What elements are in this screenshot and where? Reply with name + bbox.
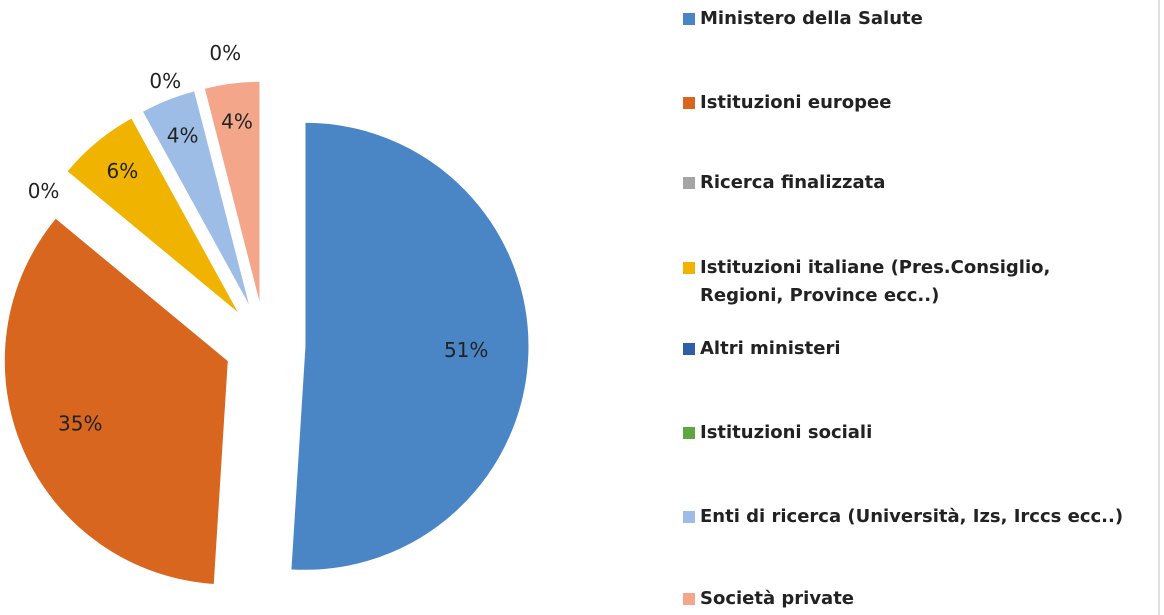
legend-item: Istituzioni europee	[683, 92, 891, 113]
legend-item: Ricerca finalizzata	[683, 172, 885, 193]
pie-slice	[290, 121, 530, 571]
legend-item: Enti di ricerca (Università, Izs, Irccs …	[683, 506, 1123, 527]
legend-label: Società private	[700, 588, 855, 609]
data-label: 4%	[221, 110, 253, 134]
data-label: 4%	[167, 124, 199, 148]
legend-swatch	[683, 97, 695, 109]
legend-label: Ministero della Salute	[700, 8, 923, 29]
legend-label: Istituzioni italiane (Pres.Consiglio, Re…	[700, 257, 1051, 306]
data-label: 0%	[149, 69, 181, 93]
legend-item: Società private	[683, 588, 854, 609]
pie-slice	[141, 90, 251, 309]
legend-label: Istituzioni europee	[700, 92, 892, 113]
pie-slice	[3, 217, 229, 585]
legend-swatch	[683, 593, 695, 605]
legend-swatch	[683, 13, 695, 25]
data-label: 0%	[28, 179, 60, 203]
legend-swatch	[683, 511, 695, 523]
data-label: 35%	[58, 411, 102, 435]
legend-swatch	[683, 427, 695, 439]
legend-swatch	[683, 177, 695, 189]
pie-slice	[66, 117, 240, 315]
legend-label: Istituzioni sociali	[700, 422, 873, 443]
legend-swatch	[683, 343, 695, 355]
legend-swatch	[683, 262, 695, 274]
data-label: 51%	[444, 338, 488, 362]
data-label: 0%	[209, 41, 241, 65]
legend-item: Ministero della Salute	[683, 8, 923, 29]
legend-item: Istituzioni sociali	[683, 422, 872, 443]
data-label: 6%	[107, 159, 139, 183]
pie-slice	[203, 80, 261, 306]
legend-item: Altri ministeri	[683, 338, 841, 359]
legend-label: Ricerca finalizzata	[700, 172, 886, 193]
legend-label: Altri ministeri	[700, 338, 841, 359]
legend-item: Istituzioni italiane (Pres.Consiglio, Re…	[683, 254, 1083, 310]
legend-label: Enti di ricerca (Università, Izs, Irccs …	[700, 506, 1124, 527]
